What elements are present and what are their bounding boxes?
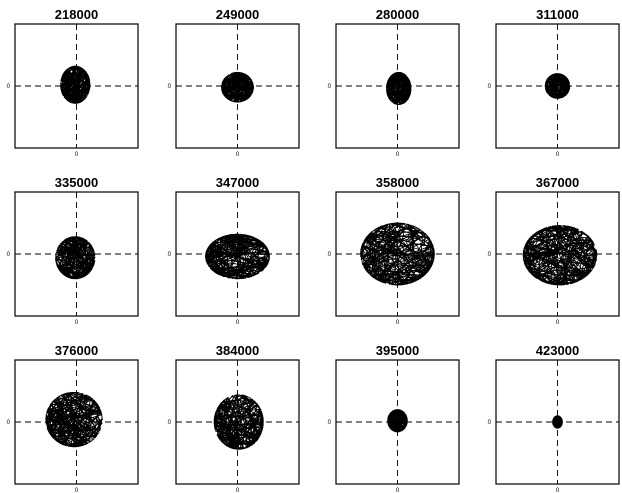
panel-title: 280000 [376,7,419,22]
x-tick-label: 0 [236,320,240,326]
trajectory-line [385,71,412,106]
panel-title: 335000 [55,175,98,190]
y-tick-label: 0 [7,420,11,426]
y-tick-label: 0 [7,252,11,258]
panel-title: 376000 [55,343,98,358]
panel-title: 358000 [376,175,419,190]
panel-1: 218000 0 0 [7,7,139,158]
y-tick-label: 0 [168,84,172,90]
panel-title: 423000 [536,343,579,358]
trajectory-line [45,391,103,448]
panel-7: 358000 0 0 [328,175,460,326]
x-tick-label: 0 [75,488,79,493]
panel-title: 249000 [216,7,259,22]
y-tick-label: 0 [488,420,492,426]
panel-title: 395000 [376,343,419,358]
y-tick-label: 0 [328,252,332,258]
y-tick-label: 0 [488,252,492,258]
y-tick-label: 0 [328,84,332,90]
panel-12: 423000 0 0 [488,343,620,493]
panel-title: 384000 [216,343,259,358]
panel-6: 347000 0 0 [168,175,300,326]
y-tick-label: 0 [328,420,332,426]
panel-title: 347000 [216,175,259,190]
panel-title: 218000 [55,7,98,22]
panel-9: 376000 0 0 [7,343,139,493]
panel-3: 280000 0 0 [328,7,460,158]
trajectory-line [213,394,264,450]
x-tick-label: 0 [75,152,79,158]
trajectory-line [552,415,563,429]
panel-8: 367000 0 0 [488,175,620,326]
x-tick-label: 0 [396,152,400,158]
trajectory-line [55,236,96,280]
trajectory-line [360,222,435,286]
trajectory-line [387,409,408,433]
y-tick-label: 0 [168,252,172,258]
y-tick-label: 0 [488,84,492,90]
panel-4: 311000 0 0 [488,7,620,158]
panel-title: 367000 [536,175,579,190]
trajectory-line [544,73,571,99]
x-tick-label: 0 [396,488,400,493]
x-tick-label: 0 [236,488,240,493]
panel-10: 384000 0 0 [168,343,300,493]
x-tick-label: 0 [75,320,79,326]
x-tick-label: 0 [556,152,560,158]
panel-2: 249000 0 0 [168,7,300,158]
panel-11: 395000 0 0 [328,343,460,493]
x-tick-label: 0 [396,320,400,326]
trajectory-line [205,233,270,280]
trajectory-line [221,71,254,103]
y-tick-label: 0 [7,84,11,90]
panel-5: 335000 0 0 [7,175,139,326]
x-tick-label: 0 [556,488,560,493]
trajectory-line [522,225,598,286]
x-tick-label: 0 [556,320,560,326]
trajectory-line [60,65,91,104]
x-tick-label: 0 [236,152,240,158]
panel-title: 311000 [536,7,579,22]
y-tick-label: 0 [168,420,172,426]
